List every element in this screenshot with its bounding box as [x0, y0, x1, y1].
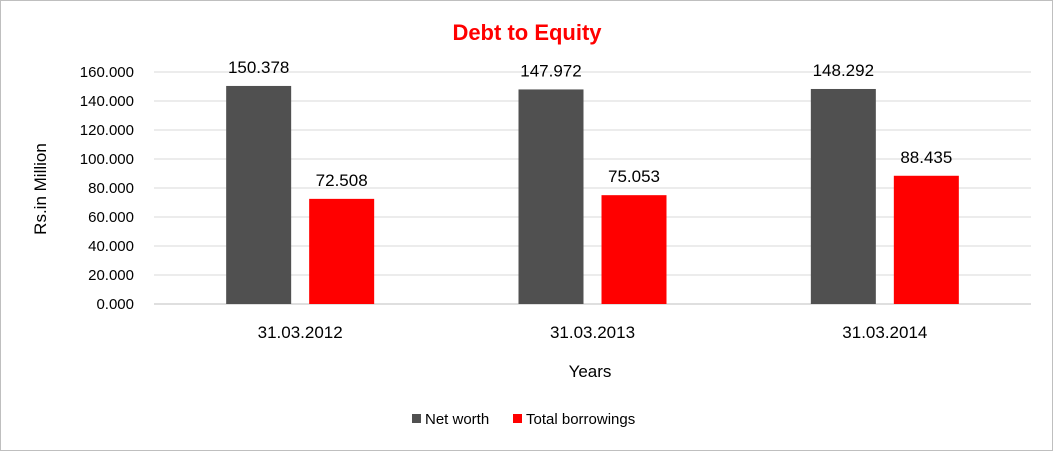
y-tick-label: 100.000 — [80, 151, 134, 168]
bars: 150.378 72.508 147.972 75.053 148.292 88.435 — [226, 58, 959, 305]
y-tick-label: 120.000 — [80, 122, 134, 139]
x-tick-label: 31.03.2014 — [842, 323, 927, 342]
bar-total-borrowings — [309, 198, 375, 304]
data-label: 150.378 — [228, 58, 289, 77]
legend-swatch — [412, 414, 421, 423]
chart-title: Debt to Equity — [452, 20, 602, 45]
bar-net-worth — [226, 85, 292, 304]
y-tick-label: 80.000 — [88, 180, 134, 197]
x-tick-label: 31.03.2013 — [550, 323, 635, 342]
legend: Net worth Total borrowings — [412, 411, 635, 428]
legend-entry: Total borrowings — [526, 411, 635, 428]
y-tick-label: 140.000 — [80, 93, 134, 110]
bar-net-worth — [518, 89, 584, 304]
x-axis-title: Years — [569, 362, 612, 381]
data-label: 72.508 — [316, 171, 368, 190]
data-label: 147.972 — [520, 61, 581, 80]
y-tick-label: 20.000 — [88, 267, 134, 284]
legend-swatch — [513, 414, 522, 423]
x-tick-label: 31.03.2012 — [258, 323, 343, 342]
y-axis-ticks: 0.000 20.000 40.000 60.000 80.000 100.000 120.… — [80, 64, 134, 313]
bar-total-borrowings — [893, 175, 959, 304]
gridlines — [154, 71, 1031, 305]
x-axis-ticks: 31.03.2012 31.03.2013 31.03.2014 — [258, 323, 928, 342]
y-tick-label: 160.000 — [80, 64, 134, 81]
data-label: 148.292 — [813, 61, 874, 80]
data-label: 75.053 — [608, 167, 660, 186]
y-tick-label: 40.000 — [88, 238, 134, 255]
legend-entry: Net worth — [425, 411, 489, 428]
y-tick-label: 60.000 — [88, 209, 134, 226]
y-axis-title: Rs.in Million — [31, 143, 50, 235]
data-label: 88.435 — [900, 148, 952, 167]
y-tick-label: 0.000 — [96, 296, 134, 313]
bar-total-borrowings — [601, 195, 667, 304]
bar-net-worth — [810, 88, 876, 305]
